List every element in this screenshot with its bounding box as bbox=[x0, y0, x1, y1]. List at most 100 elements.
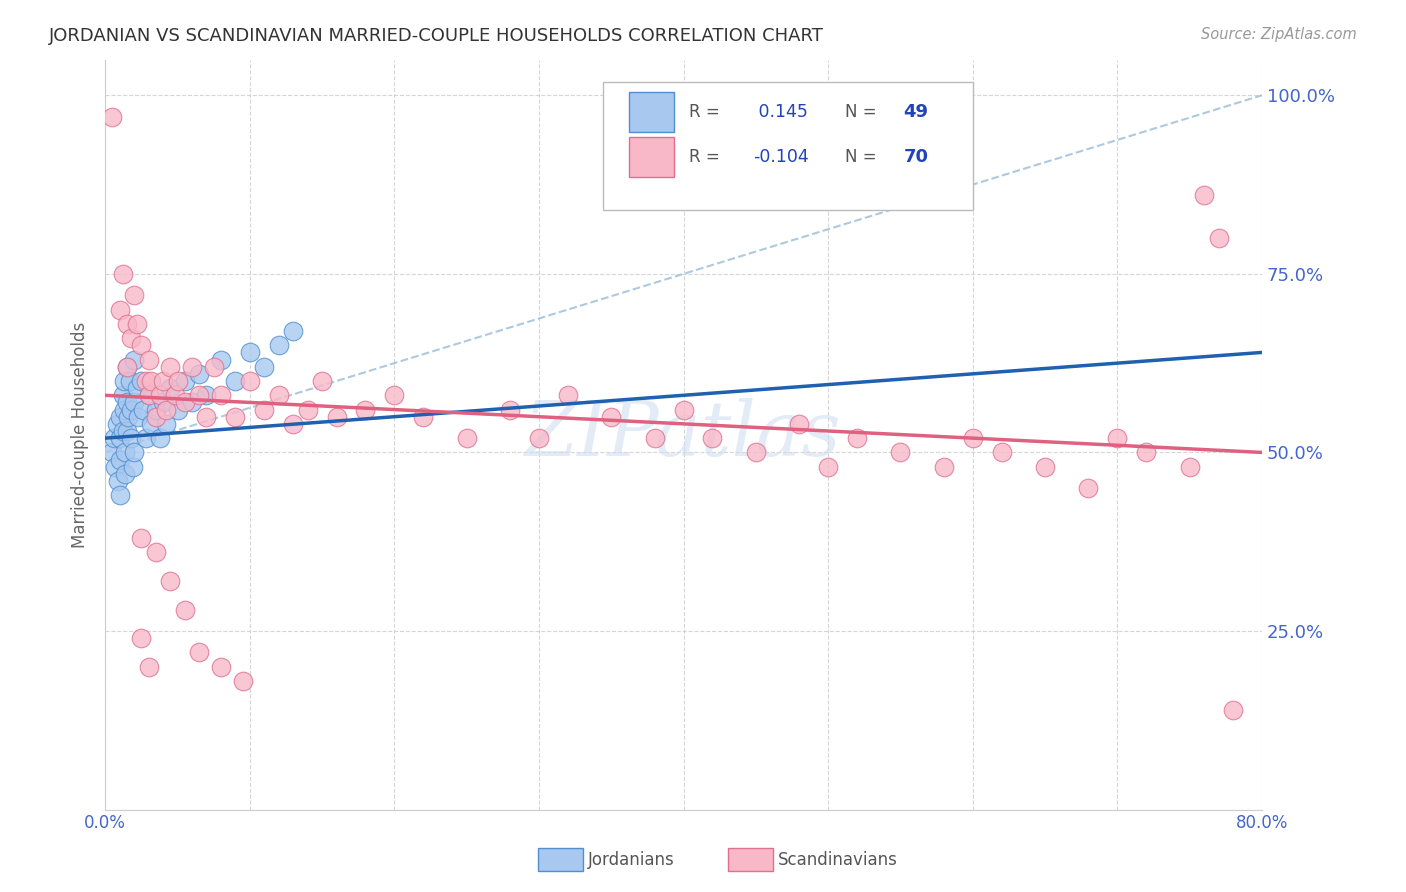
Point bbox=[120, 331, 142, 345]
Point bbox=[118, 374, 141, 388]
Point bbox=[209, 659, 232, 673]
Point bbox=[111, 388, 134, 402]
Point bbox=[114, 467, 136, 481]
Point bbox=[1192, 188, 1215, 202]
Point bbox=[135, 431, 157, 445]
Point bbox=[108, 452, 131, 467]
Point bbox=[138, 659, 160, 673]
Point bbox=[108, 302, 131, 317]
Y-axis label: Married-couple Households: Married-couple Households bbox=[72, 321, 89, 548]
Point bbox=[1033, 459, 1056, 474]
Text: 49: 49 bbox=[903, 103, 928, 121]
Point bbox=[114, 445, 136, 459]
Point bbox=[149, 431, 172, 445]
Point bbox=[159, 359, 181, 374]
Point bbox=[188, 645, 211, 659]
Point bbox=[745, 445, 768, 459]
Point bbox=[253, 359, 276, 374]
Point bbox=[105, 417, 128, 431]
Point bbox=[115, 317, 138, 331]
Point bbox=[103, 431, 125, 445]
Text: R =: R = bbox=[689, 148, 725, 166]
Point bbox=[1077, 481, 1099, 495]
Point bbox=[846, 431, 869, 445]
Point bbox=[108, 488, 131, 502]
Point bbox=[141, 417, 163, 431]
Point bbox=[141, 374, 163, 388]
Point bbox=[195, 388, 218, 402]
Point bbox=[111, 424, 134, 438]
Point bbox=[283, 324, 305, 338]
Point bbox=[990, 445, 1012, 459]
Point bbox=[145, 545, 167, 559]
Point bbox=[412, 409, 434, 424]
Point bbox=[644, 431, 666, 445]
Point bbox=[125, 381, 148, 395]
Point bbox=[181, 359, 204, 374]
Point bbox=[527, 431, 550, 445]
Point bbox=[108, 409, 131, 424]
Point bbox=[138, 388, 160, 402]
Point bbox=[557, 388, 579, 402]
Point bbox=[120, 431, 142, 445]
Point bbox=[125, 317, 148, 331]
Point bbox=[131, 338, 153, 352]
FancyBboxPatch shape bbox=[630, 92, 675, 132]
Point bbox=[311, 374, 333, 388]
Point bbox=[962, 431, 984, 445]
Point bbox=[152, 395, 174, 409]
Text: Source: ZipAtlas.com: Source: ZipAtlas.com bbox=[1201, 27, 1357, 42]
Point bbox=[354, 402, 377, 417]
Text: 0.145: 0.145 bbox=[754, 103, 808, 121]
Point bbox=[112, 402, 135, 417]
Point bbox=[101, 110, 124, 124]
Point bbox=[283, 417, 305, 431]
Point bbox=[159, 574, 181, 588]
Point bbox=[159, 381, 181, 395]
Point bbox=[135, 374, 157, 388]
Point bbox=[173, 395, 195, 409]
Text: Scandinavians: Scandinavians bbox=[778, 851, 897, 869]
Point bbox=[239, 345, 262, 359]
Point bbox=[115, 359, 138, 374]
Text: -0.104: -0.104 bbox=[754, 148, 808, 166]
Point bbox=[173, 374, 195, 388]
Point bbox=[131, 631, 153, 645]
Point bbox=[131, 531, 153, 545]
Point bbox=[173, 602, 195, 616]
Point bbox=[224, 409, 246, 424]
Point bbox=[149, 388, 172, 402]
Point bbox=[239, 374, 262, 388]
Point bbox=[115, 395, 138, 409]
Point bbox=[224, 374, 246, 388]
Point bbox=[166, 374, 188, 388]
Point bbox=[209, 388, 232, 402]
Point bbox=[155, 417, 177, 431]
Point bbox=[115, 359, 138, 374]
Point bbox=[145, 402, 167, 417]
Point bbox=[145, 409, 167, 424]
Text: N =: N = bbox=[845, 148, 883, 166]
Text: ZIPatlas: ZIPatlas bbox=[526, 398, 842, 472]
Point bbox=[122, 445, 145, 459]
Point bbox=[384, 388, 406, 402]
Point bbox=[122, 288, 145, 302]
Point bbox=[188, 388, 211, 402]
Point bbox=[817, 459, 839, 474]
Point bbox=[122, 395, 145, 409]
Point bbox=[267, 388, 290, 402]
Point bbox=[131, 374, 153, 388]
Point bbox=[181, 395, 204, 409]
Point bbox=[163, 388, 186, 402]
Point bbox=[456, 431, 478, 445]
Text: R =: R = bbox=[689, 103, 725, 121]
Text: 70: 70 bbox=[903, 148, 928, 166]
Point bbox=[1107, 431, 1129, 445]
Point bbox=[188, 367, 211, 381]
Point bbox=[195, 409, 218, 424]
Point bbox=[297, 402, 319, 417]
Point bbox=[672, 402, 695, 417]
Point bbox=[787, 417, 810, 431]
Point bbox=[127, 409, 149, 424]
Point bbox=[1208, 231, 1230, 245]
